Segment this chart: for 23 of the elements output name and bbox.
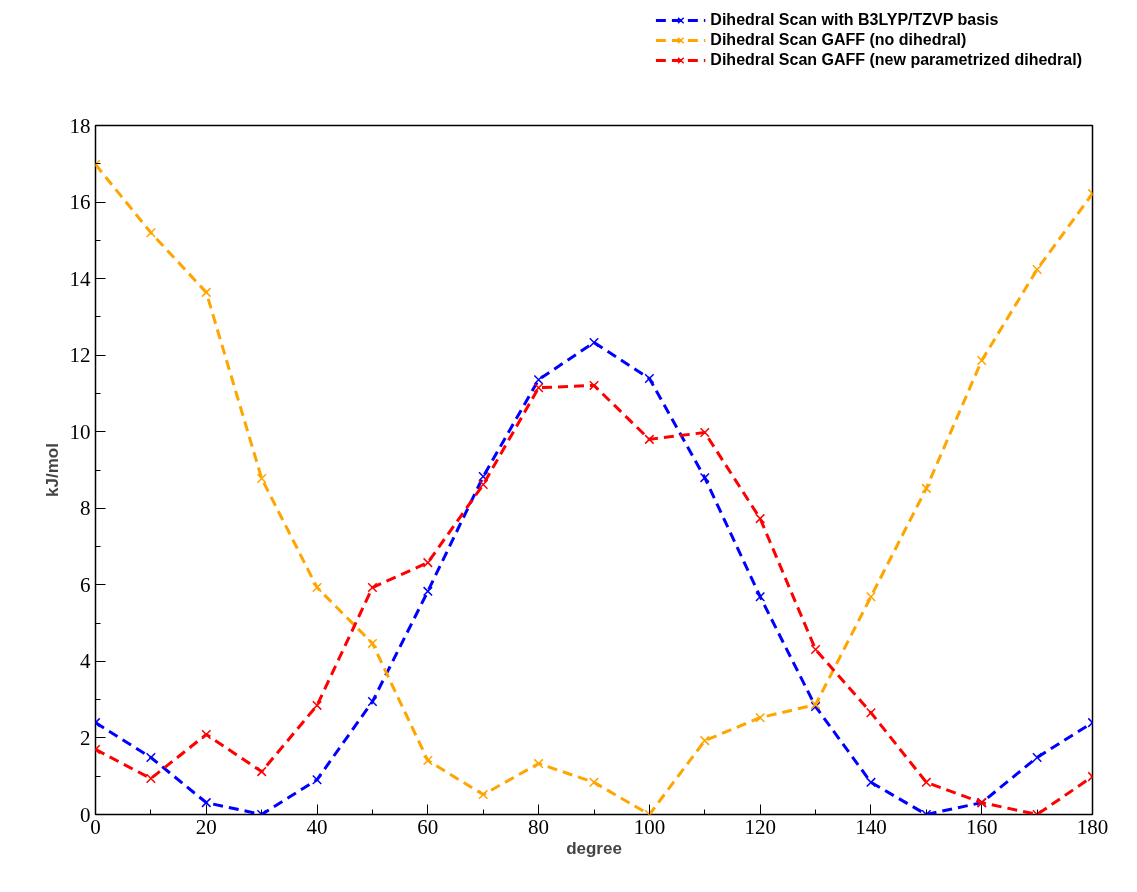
x-tick-label: 160 [965,814,998,839]
y-tick-label: 4 [80,649,91,674]
legend-label: Dihedral Scan GAFF (new parametrized dihedral) [710,50,1082,70]
x-tick-label: 20 [195,814,217,839]
x-tick-label: 100 [633,814,666,839]
y-axis-title: kJ/mol [42,443,62,497]
legend-label: Dihedral Scan GAFF (no dihedral) [710,30,967,50]
x-tick-label: 40 [306,814,328,839]
x-tick-label: 60 [417,814,439,839]
y-tick-label: 18 [69,113,91,138]
y-tick-label: 12 [69,343,91,368]
y-tick-label: 6 [80,572,91,597]
y-tick-label: 14 [69,266,91,291]
y-tick-label: 2 [80,725,91,750]
x-tick-label: 80 [528,814,550,839]
x-axis-title: degree [566,838,622,858]
x-tick-label: 120 [744,814,776,839]
x-tick-label: 140 [855,814,887,839]
y-tick-label: 8 [80,496,91,521]
x-tick-label: 180 [1076,814,1109,839]
y-tick-label: 10 [69,419,91,444]
y-tick-label: 16 [69,190,91,215]
legend-label: Dihedral Scan with B3LYP/TZVP basis [710,10,999,30]
